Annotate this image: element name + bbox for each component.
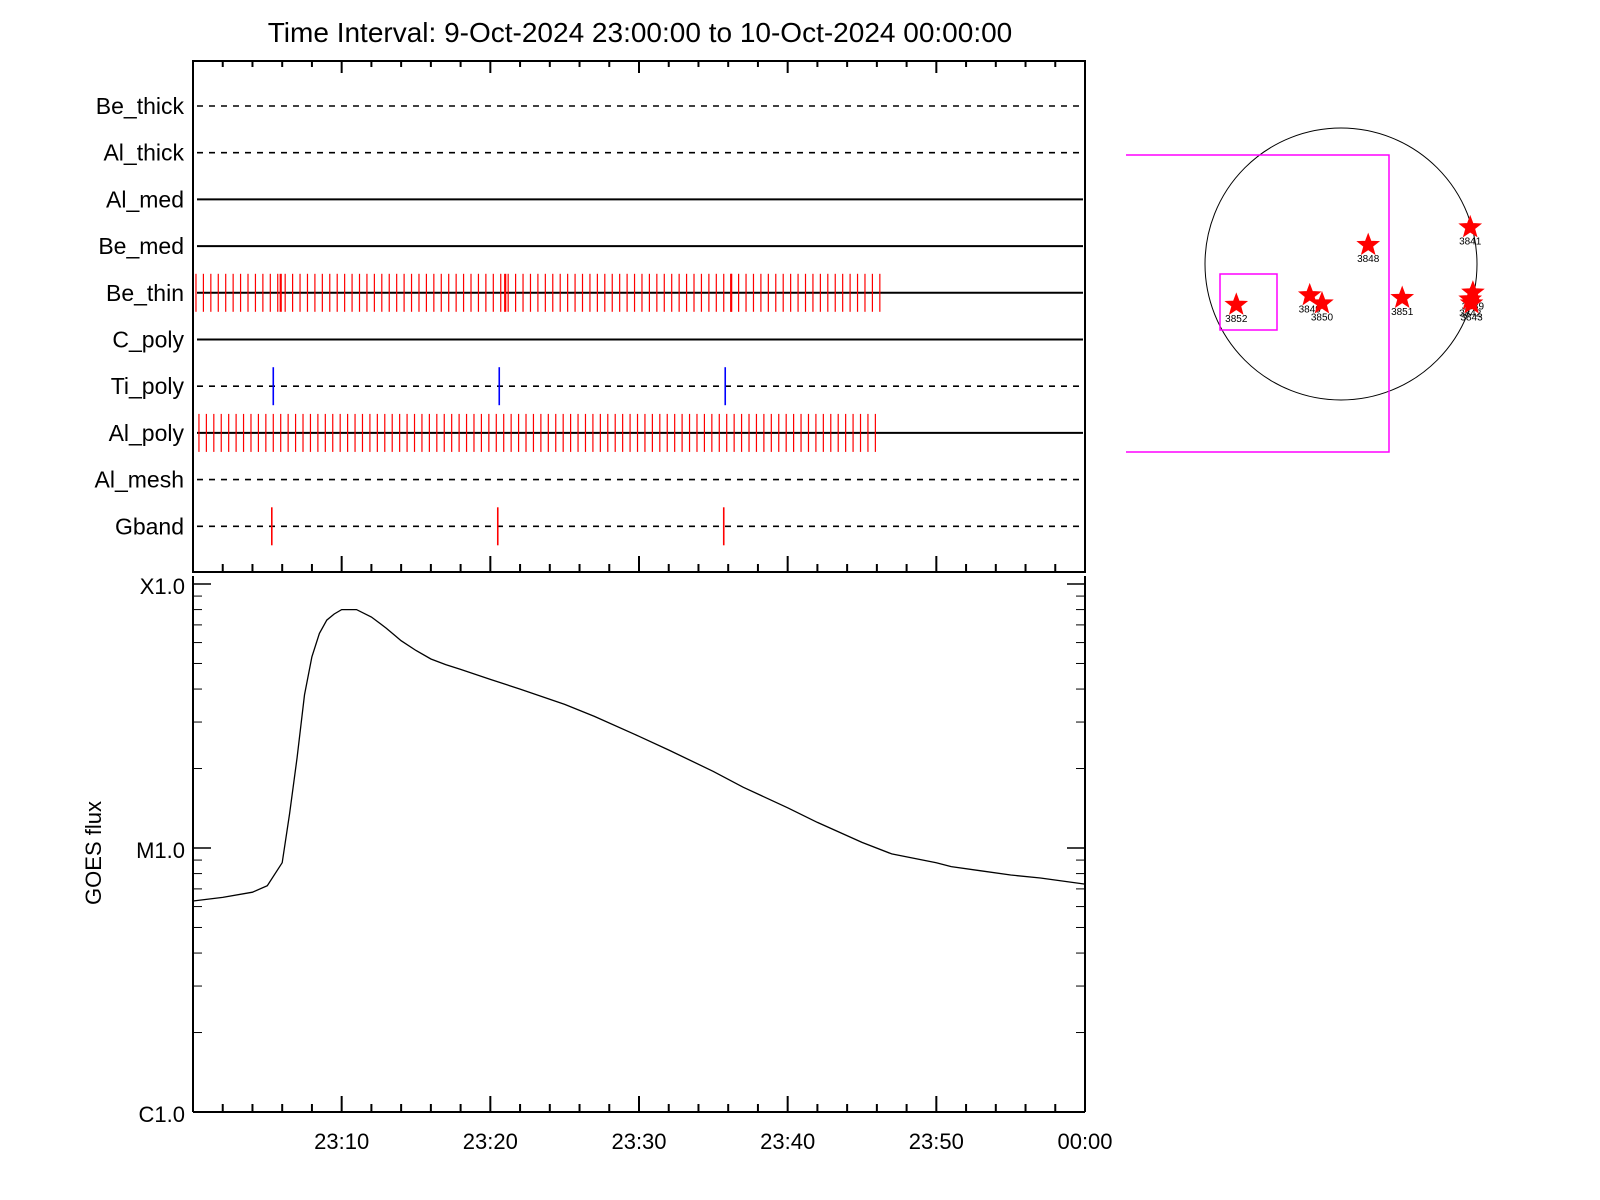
row-label-al_mesh: Al_mesh	[95, 467, 184, 493]
x-tick-label: 23:30	[611, 1129, 666, 1154]
x-tick-label: 23:10	[314, 1129, 369, 1154]
active-region-star-3850	[1310, 290, 1334, 314]
row-label-al_poly: Al_poly	[109, 420, 185, 446]
row-label-c_poly: C_poly	[112, 327, 184, 353]
solar-disk-panel: 384138483849385038513852383938423843	[1126, 127, 1485, 453]
x-tick-label: 23:50	[909, 1129, 964, 1154]
active-region-label-3852: 3852	[1225, 314, 1248, 325]
goes-flux-line	[192, 608, 1086, 902]
timeline-panel: Be_thick Al_thick Al_med Be_med Be_thin C_pol…	[95, 60, 1086, 573]
active-region-label-3851: 3851	[1391, 307, 1414, 318]
active-region-star-3851	[1390, 285, 1415, 309]
focus-box	[1219, 273, 1278, 331]
active-region-label-3841: 3841	[1459, 236, 1482, 247]
x-tick-label: 23:40	[760, 1129, 815, 1154]
y-tick-label: M1.0	[136, 838, 185, 863]
row-label-ti_poly: Ti_poly	[111, 373, 185, 399]
active-region-label-3842: 3842	[1459, 308, 1482, 319]
x-tick-label: 23:20	[463, 1129, 518, 1154]
x-tick-label: 00:00	[1057, 1129, 1112, 1154]
fov-box	[1126, 154, 1390, 453]
flux-panel: 23:10 23:20 23:30 23:40 23:50 00:00 C1.0 M1.0 X1…	[136, 574, 1112, 1154]
y-tick-label: X1.0	[140, 574, 185, 599]
row-label-gband: Gband	[115, 513, 184, 539]
row-label-be_thin: Be_thin	[106, 280, 184, 306]
active-region-star-3841	[1458, 214, 1483, 238]
row-label-al_med: Al_med	[106, 186, 184, 212]
y-axis-label: GOES flux	[81, 801, 106, 905]
y-tick-label: C1.0	[139, 1102, 185, 1127]
active-region-star-3849	[1297, 282, 1322, 306]
active-region-star-3852	[1224, 292, 1249, 315]
active-region-label-3849: 3849	[1299, 304, 1322, 315]
active-region-star-3848	[1356, 232, 1381, 256]
chart-title: Time Interval: 9-Oct-2024 23:00:00 to 10…	[268, 17, 1013, 48]
row-label-be_thick: Be_thick	[96, 93, 185, 119]
row-label-be_med: Be_med	[98, 233, 184, 259]
active-region-label-3850: 3850	[1311, 312, 1334, 323]
timeline-frame	[192, 60, 1086, 573]
active-region-label-3848: 3848	[1357, 254, 1380, 265]
active-region-star-3843	[1459, 290, 1484, 314]
row-label-al_thick: Al_thick	[103, 140, 184, 166]
active-region-label-3843: 3843	[1460, 312, 1483, 323]
solar-disk	[1204, 127, 1478, 401]
